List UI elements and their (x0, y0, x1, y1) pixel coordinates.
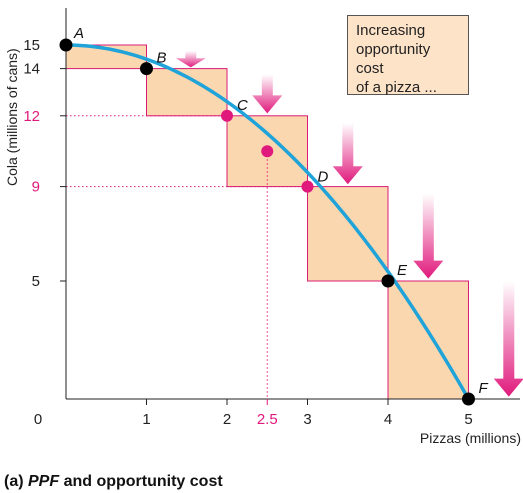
down-arrow-1 (175, 50, 206, 68)
point-c (221, 109, 233, 122)
ppf-curve (64, 43, 471, 401)
annotation-line-1: Increasing (356, 22, 426, 39)
x-tick-label: 1 (142, 411, 150, 428)
point-d (301, 180, 314, 193)
x-tick-label: 2.5 (257, 411, 278, 428)
down-arrow-2 (252, 74, 283, 114)
point-label-a: A (73, 25, 84, 42)
caption-prefix: (a) (4, 473, 28, 490)
point-label-d: D (318, 169, 329, 186)
down-arrow-4 (413, 193, 444, 279)
y-tick-label: 12 (23, 108, 40, 125)
x-tick-label: 3 (303, 411, 311, 428)
figure-caption: (a) PPF and opportunity cost (4, 473, 223, 491)
point-label-c: C (237, 97, 248, 114)
caption-italic: PPF (28, 473, 60, 490)
annotation-box: Increasing opportunity cost of a pizza .… (347, 15, 469, 96)
point-label-e: E (397, 262, 408, 279)
y-tick-label: 14 (23, 61, 40, 78)
y-tick-label: 5 (32, 273, 40, 290)
point-b (140, 62, 153, 76)
y-tick-label: 9 (32, 179, 40, 196)
x-tick-label: 4 (384, 411, 392, 428)
point-e (381, 274, 395, 288)
annotation-line-2: opportunity cost (356, 41, 431, 77)
annotation-line-3: of a pizza ... (356, 79, 437, 96)
y-tick-label: 15 (23, 37, 40, 54)
point-a (59, 38, 73, 52)
point-f (462, 392, 475, 406)
opportunity-box-4 (307, 186, 389, 282)
x-tick-label: 0 (34, 411, 42, 428)
x-tick-label: 2 (223, 411, 231, 428)
caption-suffix: and opportunity cost (59, 473, 223, 490)
point-label-b: B (157, 50, 167, 67)
down-arrow-3 (332, 122, 363, 185)
y-axis-label: Cola (millions of cans) (4, 48, 20, 186)
point-midpoint (261, 145, 274, 158)
x-tick-label: 5 (464, 411, 472, 428)
opportunity-box-5 (387, 280, 469, 400)
point-label-f: F (479, 380, 489, 397)
x-axis-label: Pizzas (millions) (420, 430, 521, 446)
down-arrow-5 (493, 281, 523, 397)
